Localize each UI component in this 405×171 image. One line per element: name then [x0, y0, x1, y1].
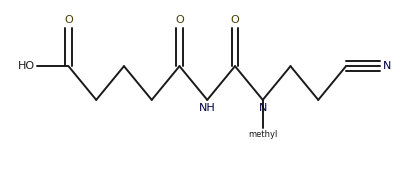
Text: NH: NH — [198, 103, 215, 113]
Text: N: N — [382, 61, 390, 71]
Text: HO: HO — [17, 61, 34, 71]
Text: O: O — [64, 16, 72, 25]
Text: O: O — [175, 16, 183, 25]
Text: N: N — [258, 103, 266, 113]
Text: O: O — [230, 16, 239, 25]
Text: methyl: methyl — [247, 130, 277, 139]
